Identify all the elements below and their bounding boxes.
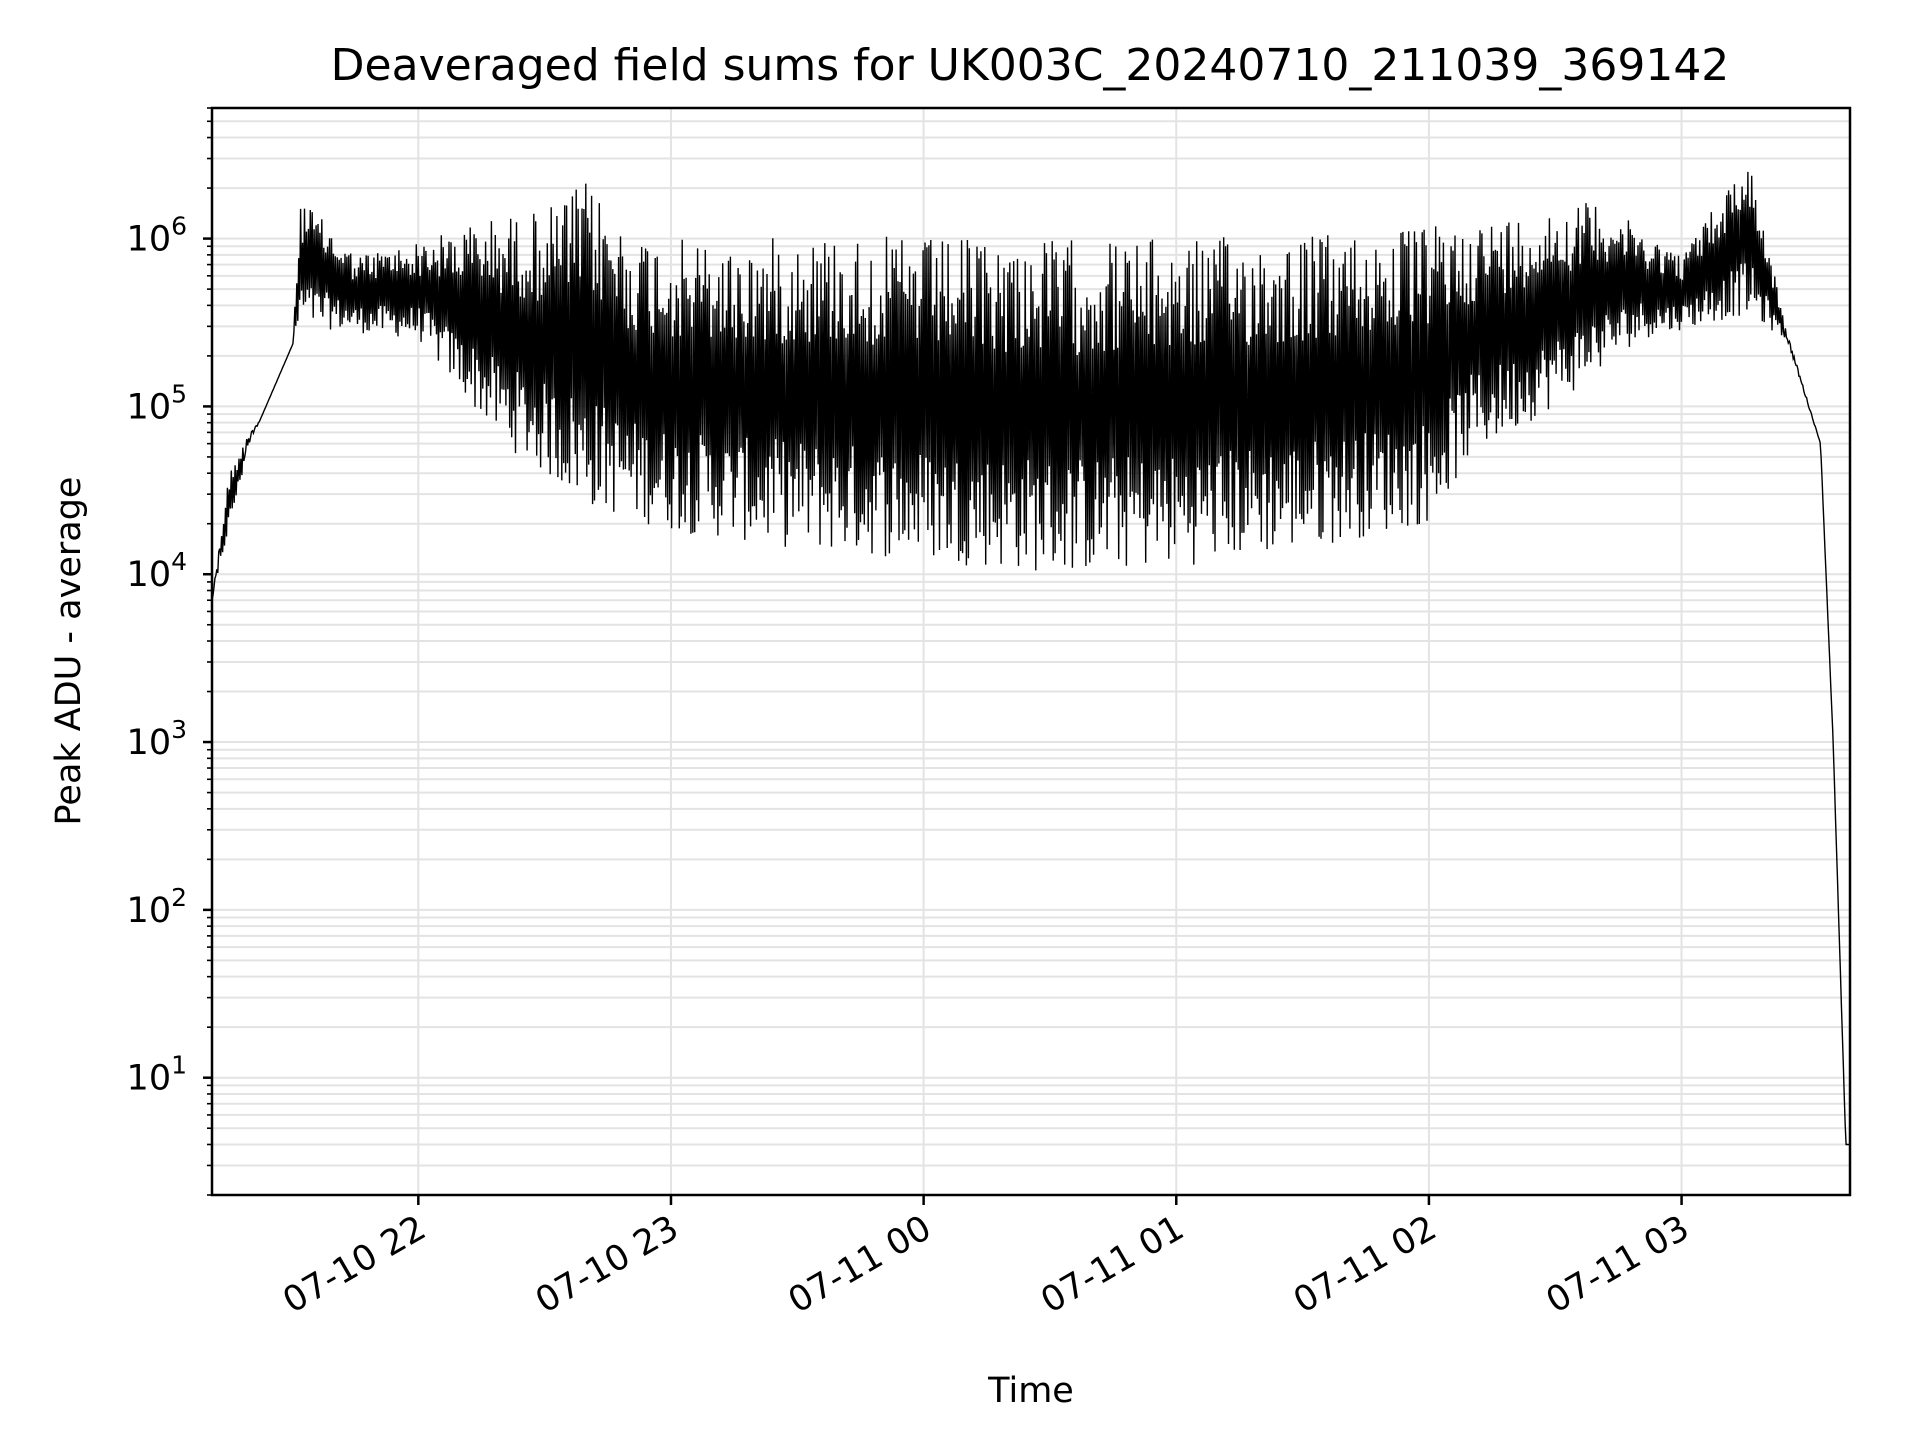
x-tick-label: 07-11 00 xyxy=(782,1208,938,1321)
x-axis-label: Time xyxy=(987,1371,1074,1411)
y-tick-label: 106 xyxy=(127,212,187,260)
plot-frame xyxy=(210,106,1852,1197)
y-axis: 101 102 103 104 105 106 xyxy=(127,107,212,1196)
x-tick-label: 07-10 23 xyxy=(529,1208,685,1321)
x-tick-label: 07-11 01 xyxy=(1034,1208,1190,1321)
series-layer xyxy=(211,171,1850,1146)
y-tick-label: 101 xyxy=(127,1051,187,1099)
x-axis: 07-10 22 07-10 23 07-11 00 07-11 01 07-11 02… xyxy=(277,1195,1696,1321)
chart-title: Deaveraged field sums for UK003C_2024071… xyxy=(331,40,1730,91)
x-tick-label: 07-10 22 xyxy=(277,1208,433,1321)
x-tick-label: 07-11 03 xyxy=(1540,1208,1696,1321)
y-tick-label: 103 xyxy=(127,715,187,763)
x-tick-label: 07-11 02 xyxy=(1287,1208,1443,1321)
series-line xyxy=(211,171,1850,1146)
y-tick-label: 104 xyxy=(127,547,187,595)
y-axis-label: Peak ADU - average xyxy=(49,477,89,826)
y-tick-label: 105 xyxy=(127,379,187,427)
y-tick-label: 102 xyxy=(127,883,187,931)
